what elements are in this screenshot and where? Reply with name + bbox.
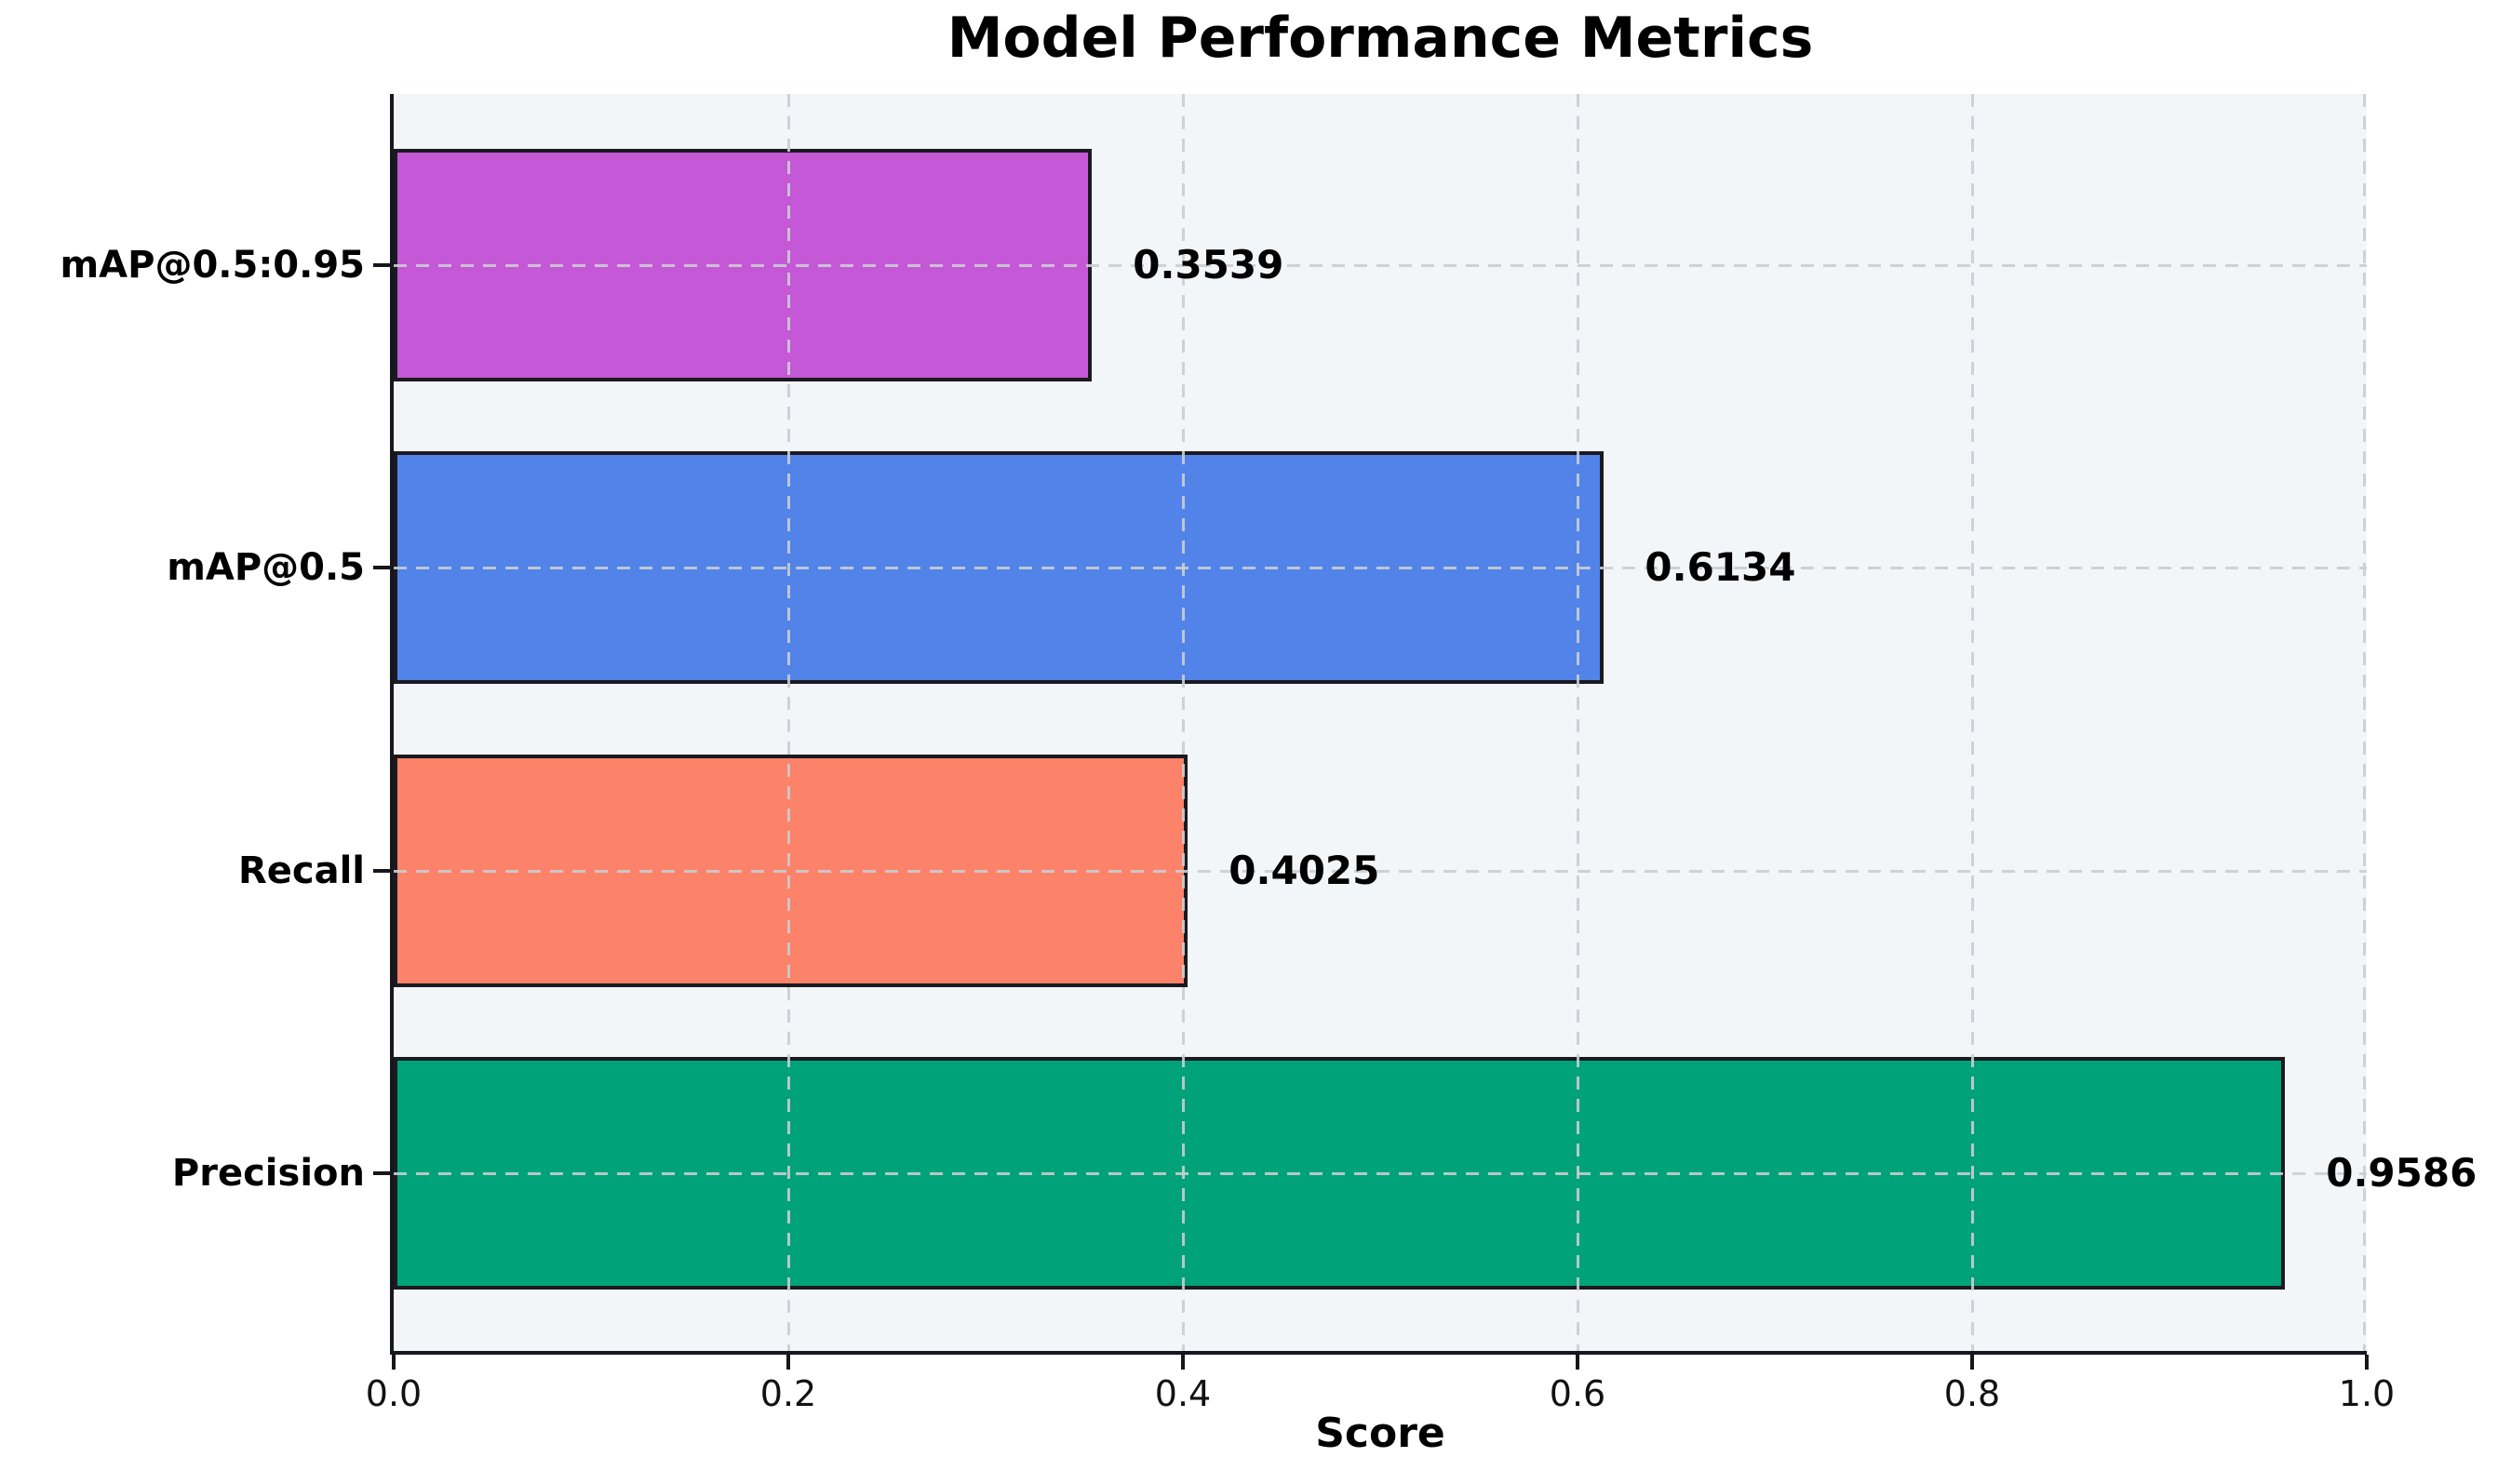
x-tick-label: 1.0 — [2338, 1373, 2396, 1414]
category-label-recall: Recall — [237, 849, 365, 892]
gridline-vertical — [2363, 94, 2366, 1351]
x-tick-label: 0.4 — [1154, 1373, 1212, 1414]
gridline-vertical — [1577, 94, 1579, 1351]
x-axis-title: Score — [1315, 1410, 1445, 1457]
x-axis-spine — [390, 1351, 2367, 1355]
x-tick-label: 0.0 — [365, 1373, 423, 1414]
category-label-map-0-5-0-95: mAP@0.5:0.95 — [60, 244, 366, 287]
x-tick-mark — [1181, 1355, 1185, 1370]
y-tick-mark — [373, 1171, 394, 1176]
y-axis-spine — [390, 94, 394, 1355]
x-tick-mark — [1576, 1355, 1579, 1370]
gridline-vertical — [787, 94, 790, 1351]
y-tick-mark — [373, 566, 394, 570]
value-label-map-0-5: 0.6134 — [1645, 544, 1796, 591]
value-label-recall: 0.4025 — [1229, 847, 1380, 893]
category-label-precision: Precision — [171, 1152, 365, 1196]
x-tick-mark — [2365, 1355, 2369, 1370]
x-tick-mark — [786, 1355, 790, 1370]
x-tick-label: 0.2 — [759, 1373, 817, 1414]
x-tick-mark — [392, 1355, 396, 1370]
x-tick-mark — [1970, 1355, 1974, 1370]
x-tick-label: 0.8 — [1943, 1373, 2001, 1414]
gridline-horizontal — [394, 567, 2367, 570]
y-tick-mark — [373, 263, 394, 268]
chart-title: Model Performance Metrics — [947, 6, 1814, 71]
gridline-horizontal — [394, 1172, 2367, 1176]
value-label-map-0-5-0-95: 0.3539 — [1133, 242, 1284, 288]
category-label-map-0-5: mAP@0.5 — [167, 546, 365, 590]
gridline-vertical — [1971, 94, 1974, 1351]
gridline-vertical — [1182, 94, 1185, 1351]
gridline-horizontal — [394, 264, 2367, 268]
gridline-horizontal — [394, 869, 2367, 873]
y-tick-mark — [373, 868, 394, 873]
value-label-precision: 0.9586 — [2326, 1150, 2477, 1197]
x-tick-label: 0.6 — [1549, 1373, 1606, 1414]
